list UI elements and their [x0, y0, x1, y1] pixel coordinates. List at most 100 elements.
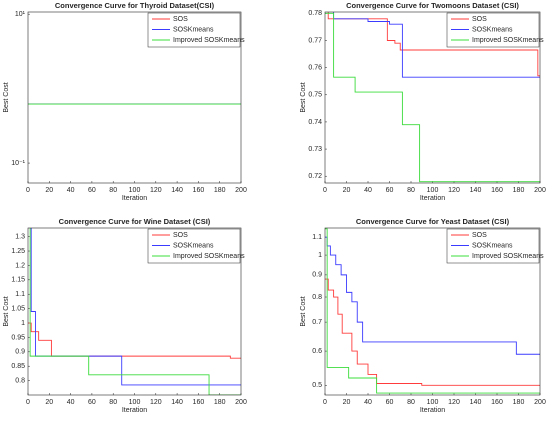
legend-label: Improved SOSKmeans — [472, 253, 544, 260]
x-tick-label: 160 — [491, 399, 503, 406]
x-tick-label: 100 — [129, 187, 141, 194]
x-tick-label: 20 — [343, 187, 351, 194]
x-tick-label: 160 — [193, 187, 205, 194]
x-tick-label: 20 — [343, 399, 351, 406]
y-tick-label: 1.1 — [312, 234, 322, 241]
legend: SOS SOSKmeans Improved SOSKmeans — [147, 228, 245, 264]
y-tick-label: 0.75 — [308, 92, 322, 99]
y-tick-label: 0.6 — [312, 348, 322, 355]
y-tick-label: 0.74 — [308, 119, 322, 126]
legend-label: Improved SOSKmeans — [173, 253, 245, 260]
y-tick-label: 1.3 — [15, 233, 25, 240]
y-tick-label: 0.7 — [312, 319, 322, 326]
y-tick-label: 0.9 — [312, 272, 322, 279]
x-tick-label: 200 — [534, 399, 546, 406]
x-tick-label: 40 — [364, 399, 372, 406]
y-tick-label: 0.78 — [308, 10, 322, 17]
subplot: 0 20 40 60 80 100 120 140 160 180 200 0.5 0.6 0.7 0.8 0… — [300, 217, 546, 414]
legend-label: Improved SOSKmeans — [173, 37, 245, 44]
y-tick-label: 0.85 — [11, 363, 25, 370]
x-tick-label: 40 — [67, 187, 75, 194]
legend-label: SOSKmeans — [173, 26, 214, 33]
legend: SOS SOSKmeans Improved SOSKmeans — [147, 12, 245, 48]
y-tick-label: 0.72 — [308, 173, 322, 180]
y-tick-label: 10¹ — [15, 11, 26, 18]
y-axis-label: Best Cost — [300, 82, 307, 112]
series-line — [29, 228, 241, 395]
x-tick-label: 140 — [171, 399, 183, 406]
legend-label: SOSKmeans — [173, 242, 214, 249]
x-tick-label: 60 — [386, 187, 394, 194]
legend-label: SOSKmeans — [472, 242, 513, 249]
x-tick-label: 0 — [323, 399, 327, 406]
axes-frame — [324, 227, 541, 396]
x-tick-label: 60 — [386, 399, 394, 406]
x-tick-label: 140 — [171, 187, 183, 194]
series-line — [325, 12, 540, 183]
x-tick-label: 180 — [214, 187, 226, 194]
series-line — [327, 12, 540, 77]
legend-label: Improved SOSKmeans — [472, 37, 544, 44]
subplot: 0 20 40 60 80 100 120 140 160 180 200 0.8 0.85 0.9 0.9… — [3, 217, 247, 414]
x-axis-label: Iteration — [420, 407, 445, 414]
x-tick-label: 80 — [109, 187, 117, 194]
x-axis-label: Iteration — [122, 195, 147, 202]
x-tick-label: 140 — [470, 399, 482, 406]
x-tick-label: 60 — [88, 187, 96, 194]
axes-frame — [27, 11, 242, 184]
x-tick-label: 120 — [150, 399, 162, 406]
axes-frame — [324, 11, 541, 184]
y-axis-label: Best Cost — [3, 296, 10, 326]
x-axis-label: Iteration — [420, 195, 445, 202]
chart-title: Convergence Curve for Wine Dataset (CSI) — [59, 217, 211, 226]
x-tick-label: 120 — [448, 187, 460, 194]
y-tick-label: 1 — [21, 320, 25, 327]
x-tick-label: 0 — [26, 399, 30, 406]
series-line — [325, 236, 540, 355]
x-tick-label: 180 — [513, 187, 525, 194]
legend-label: SOS — [472, 16, 487, 23]
x-tick-label: 200 — [235, 399, 247, 406]
x-tick-label: 60 — [88, 399, 96, 406]
x-tick-label: 20 — [45, 187, 53, 194]
series-line — [30, 228, 241, 386]
chart-title: Convergence Curve for Twomoons Dataset (… — [346, 1, 519, 10]
x-tick-label: 140 — [470, 187, 482, 194]
y-axis-label: Best Cost — [3, 82, 10, 112]
y-axis-label: Best Cost — [300, 296, 307, 326]
legend-label: SOS — [173, 16, 188, 23]
x-axis-label: Iteration — [122, 407, 147, 414]
legend: SOS SOSKmeans Improved SOSKmeans — [446, 228, 544, 264]
legend-label: SOS — [173, 232, 188, 239]
legend: SOS SOSKmeans Improved SOSKmeans — [446, 12, 544, 48]
subplot: 0 20 40 60 80 100 120 140 160 180 200 10⁻¹ 10¹ Conver… — [3, 1, 247, 202]
y-tick-label: 0.73 — [308, 146, 322, 153]
x-tick-label: 200 — [534, 187, 546, 194]
x-tick-label: 0 — [26, 187, 30, 194]
y-tick-label: 0.77 — [308, 37, 322, 44]
y-tick-label: 0.76 — [308, 64, 322, 71]
y-tick-label: 1.05 — [11, 305, 25, 312]
x-tick-label: 0 — [323, 187, 327, 194]
x-tick-label: 160 — [491, 187, 503, 194]
x-tick-label: 180 — [214, 399, 226, 406]
y-tick-label: 1.2 — [15, 262, 25, 269]
y-tick-label: 10⁻¹ — [11, 160, 25, 167]
legend-label: SOSKmeans — [472, 26, 513, 33]
series-line — [333, 12, 540, 78]
y-tick-label: 1.1 — [15, 291, 25, 298]
y-tick-label: 0.9 — [15, 349, 25, 356]
x-tick-label: 100 — [427, 399, 439, 406]
y-tick-label: 1.15 — [11, 277, 25, 284]
legend-label: SOS — [472, 232, 487, 239]
x-tick-label: 100 — [427, 187, 439, 194]
x-tick-label: 40 — [364, 187, 372, 194]
x-tick-label: 200 — [235, 187, 247, 194]
x-tick-label: 40 — [67, 399, 75, 406]
x-tick-label: 80 — [109, 399, 117, 406]
y-tick-label: 1.25 — [11, 248, 25, 255]
x-tick-label: 80 — [407, 399, 415, 406]
chart-title: Convergence Curve for Yeast Dataset (CSI… — [356, 217, 510, 226]
series-line — [325, 228, 540, 394]
